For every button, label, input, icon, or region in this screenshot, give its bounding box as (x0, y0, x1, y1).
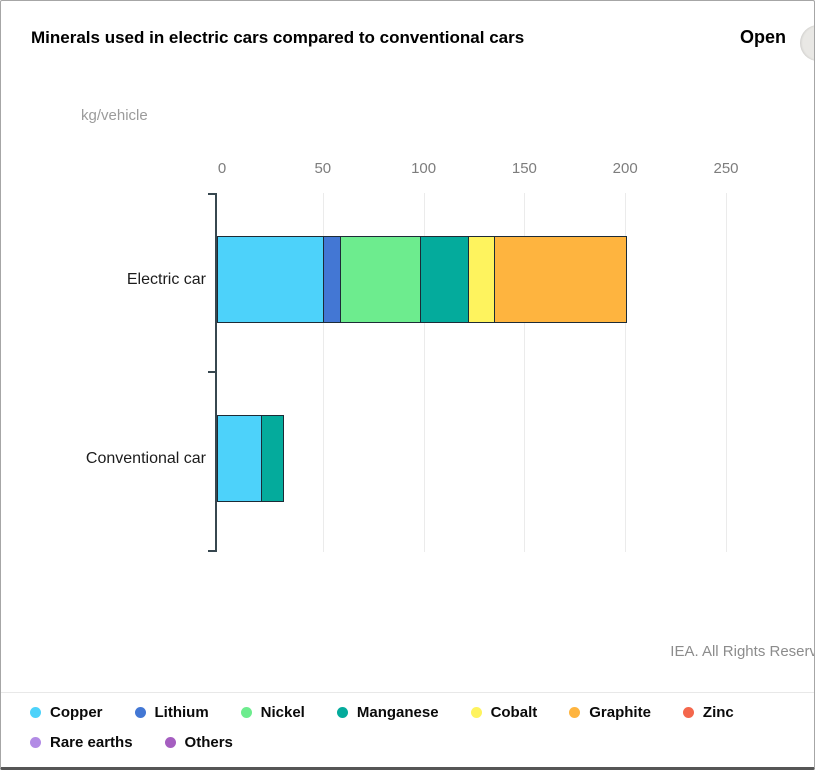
credit-text: IEA. All Rights Reserv (670, 643, 815, 660)
legend: Copper Lithium Nickel Manganese Cobalt Graphi… (1, 702, 814, 753)
legend-divider (1, 692, 814, 693)
gridline (524, 193, 526, 552)
open-button[interactable]: Open (739, 27, 786, 47)
legend-item-zinc[interactable]: Zinc (682, 702, 734, 723)
bar-segment-cobalt[interactable] (468, 236, 495, 323)
gridline (726, 193, 727, 552)
legend-dot-icon (682, 707, 694, 718)
x-tick-label: 200 (612, 160, 638, 177)
y-axis-line (215, 193, 217, 552)
bar-segment-graphite[interactable] (493, 236, 628, 323)
bar-segment-manganese[interactable] (260, 415, 284, 502)
x-tick-label: 100 (411, 160, 437, 177)
gridline (423, 193, 425, 552)
legend-dot-icon (569, 707, 581, 718)
legend-item-cobalt[interactable]: Cobalt (470, 702, 538, 723)
legend-item-nickel[interactable]: Nickel (240, 702, 305, 723)
category-label: Conventional car (85, 449, 206, 467)
category-label: Electric car (126, 270, 206, 288)
bar-segment-nickel[interactable] (340, 236, 421, 323)
legend-label: Lithium (154, 704, 209, 721)
legend-label: Rare earths (50, 734, 133, 751)
legend-dot-icon (164, 737, 176, 748)
legend-label: Others (184, 734, 233, 751)
stacked-bar (217, 415, 284, 502)
axis-unit-label: kg/vehicle (81, 107, 148, 124)
legend-dot-icon (336, 707, 348, 718)
bar-row: Electric car (1, 236, 814, 323)
toggle-knob[interactable] (800, 25, 814, 61)
legend-item-others[interactable]: Others (164, 732, 233, 753)
legend-dot-icon (470, 707, 482, 718)
legend-dot-icon (134, 707, 146, 718)
bar-segment-manganese[interactable] (419, 236, 470, 323)
legend-label: Zinc (702, 704, 734, 721)
bar-segment-copper[interactable] (217, 415, 262, 502)
chart-title: Minerals used in electric cars compared … (31, 28, 525, 47)
legend-dot-icon (30, 707, 41, 718)
x-tick-label: 50 (314, 160, 332, 177)
legend-dot-icon (30, 737, 41, 748)
legend-label: Manganese (356, 704, 439, 721)
legend-label: Nickel (260, 704, 305, 721)
legend-item-copper[interactable]: Copper (30, 702, 103, 723)
x-tick-label: 150 (511, 160, 537, 177)
gridline (625, 193, 627, 552)
bar-segment-copper[interactable] (217, 236, 325, 323)
legend-item-graphite[interactable]: Graphite (569, 702, 651, 723)
legend-label: Cobalt (490, 704, 538, 721)
bar-segment-lithium[interactable] (323, 236, 342, 323)
legend-item-rare-earths[interactable]: Rare earths (30, 732, 133, 753)
legend-item-manganese[interactable]: Manganese (336, 702, 439, 723)
legend-label: Graphite (589, 704, 651, 721)
bar-row: Conventional car (1, 415, 814, 502)
y-axis-tick (208, 550, 216, 552)
legend-item-lithium[interactable]: Lithium (134, 702, 209, 723)
y-axis-tick (208, 371, 216, 373)
legend-dot-icon (240, 707, 252, 718)
stacked-bar (217, 236, 628, 323)
x-tick-label: 250 (713, 160, 739, 177)
gridline (322, 193, 324, 552)
x-tick-label: 0 (217, 160, 227, 177)
y-axis-tick (208, 193, 216, 195)
legend-label: Copper (50, 704, 103, 721)
